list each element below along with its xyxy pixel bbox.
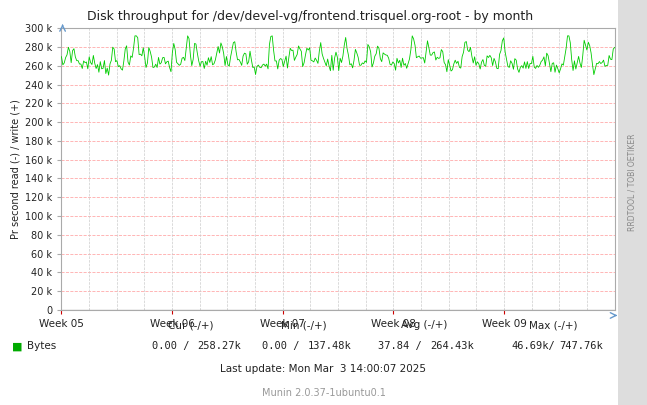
Text: Avg (-/+): Avg (-/+): [400, 320, 447, 330]
Text: RRDTOOL / TOBI OETIKER: RRDTOOL / TOBI OETIKER: [628, 134, 637, 231]
Text: 0.00 /: 0.00 /: [152, 341, 190, 351]
Text: ■: ■: [12, 341, 22, 351]
Text: 0.00 /: 0.00 /: [262, 341, 300, 351]
Text: Munin 2.0.37-1ubuntu0.1: Munin 2.0.37-1ubuntu0.1: [261, 388, 386, 398]
Text: Max (-/+): Max (-/+): [529, 320, 577, 330]
Text: 37.84 /: 37.84 /: [378, 341, 422, 351]
Text: Min (-/+): Min (-/+): [281, 320, 327, 330]
Text: 258.27k: 258.27k: [197, 341, 241, 351]
Text: 137.48k: 137.48k: [307, 341, 351, 351]
Text: 747.76k: 747.76k: [560, 341, 604, 351]
Text: 46.69k/: 46.69k/: [511, 341, 555, 351]
Text: Bytes: Bytes: [27, 341, 56, 351]
Y-axis label: Pr second read (-) / write (+): Pr second read (-) / write (+): [11, 99, 21, 239]
Text: Last update: Mon Mar  3 14:00:07 2025: Last update: Mon Mar 3 14:00:07 2025: [221, 364, 426, 373]
Text: Cur (-/+): Cur (-/+): [168, 320, 214, 330]
Text: Disk throughput for /dev/devel-vg/frontend.trisquel.org-root - by month: Disk throughput for /dev/devel-vg/fronte…: [87, 10, 534, 23]
Text: 264.43k: 264.43k: [430, 341, 474, 351]
